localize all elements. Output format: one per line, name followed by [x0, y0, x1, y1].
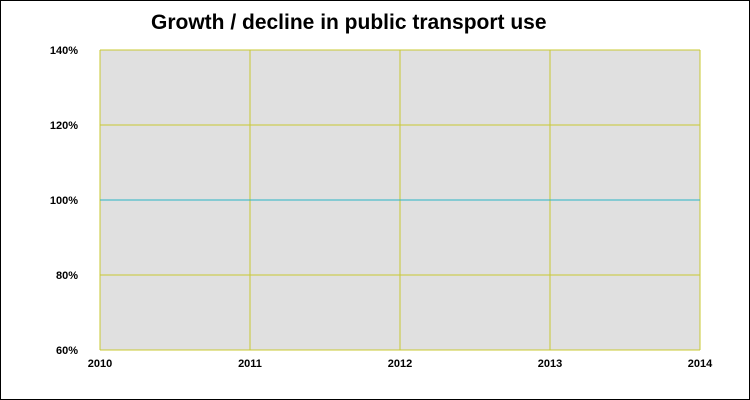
- chart-title: Growth / decline in public transport use: [151, 11, 547, 34]
- x-tick-label: 2011: [238, 358, 262, 370]
- y-tick-label: 140%: [50, 45, 78, 57]
- y-tick-label: 100%: [50, 195, 78, 207]
- x-tick-label: 2014: [688, 358, 713, 370]
- y-tick-label: 80%: [56, 270, 78, 282]
- y-axis-ticks: 60% 80% 100% 120% 140%: [50, 45, 78, 357]
- y-tick-label: 120%: [50, 120, 78, 132]
- y-tick-label: 60%: [56, 345, 78, 357]
- x-tick-label: 2013: [538, 358, 562, 370]
- x-tick-label: 2010: [88, 358, 112, 370]
- x-tick-label: 2012: [388, 358, 412, 370]
- x-axis-ticks: 2010 2011 2012 2013 2014: [88, 358, 713, 370]
